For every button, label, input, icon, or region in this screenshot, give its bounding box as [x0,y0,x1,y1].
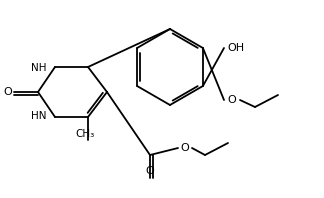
Text: O: O [180,143,189,153]
Text: O: O [145,166,154,176]
Text: OH: OH [227,43,245,53]
Text: CH₃: CH₃ [75,129,95,139]
Text: NH: NH [30,63,46,73]
Text: O: O [228,95,237,105]
Text: O: O [4,87,12,97]
Text: HN: HN [30,111,46,121]
